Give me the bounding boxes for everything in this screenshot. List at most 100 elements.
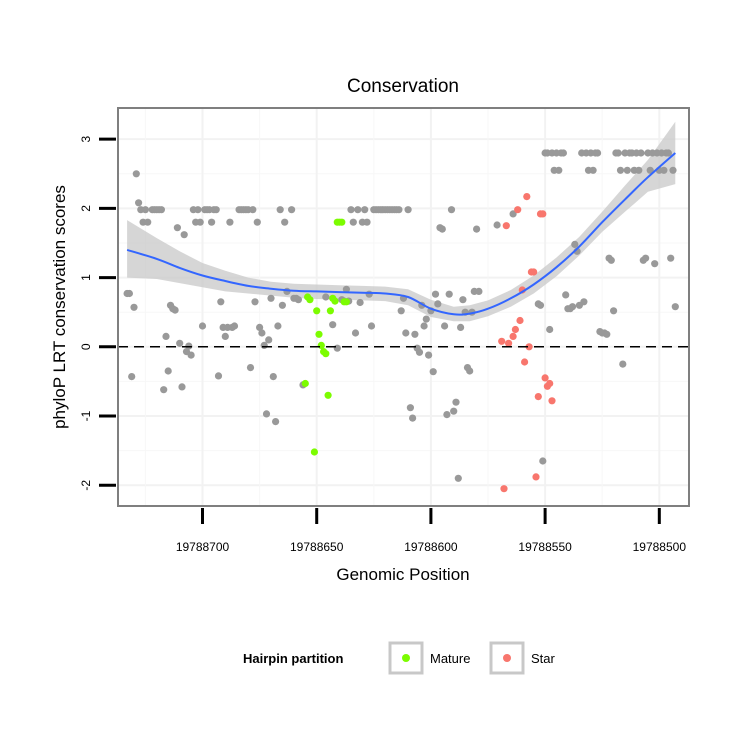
point-other	[402, 329, 410, 337]
point-other	[347, 206, 355, 214]
point-other	[411, 330, 419, 338]
point-other	[214, 372, 223, 380]
point-other	[610, 307, 618, 315]
point-star	[532, 473, 540, 481]
point-other	[466, 367, 474, 375]
point-other	[445, 290, 453, 298]
point-other	[363, 218, 371, 226]
point-star	[498, 337, 506, 345]
x-tick-label: 19788700	[176, 540, 230, 554]
point-other	[635, 166, 643, 174]
y-tick-label: 0	[79, 343, 93, 350]
point-other	[447, 206, 456, 214]
point-other	[546, 325, 554, 334]
y-tick-label: -1	[79, 410, 93, 421]
point-other	[594, 149, 602, 157]
point-other	[443, 411, 451, 419]
point-other	[187, 351, 195, 359]
point-other	[288, 206, 296, 214]
point-other	[425, 351, 433, 359]
point-other	[272, 418, 280, 426]
point-other	[619, 360, 627, 368]
axes: -2 -1 0 1 2 3 19788700 19788650 19788600 19788550…	[79, 135, 686, 554]
point-other	[256, 323, 264, 331]
point-other	[559, 149, 568, 157]
point-other	[164, 367, 172, 375]
point-other	[157, 206, 165, 214]
smooth-trend-line	[126, 152, 676, 316]
y-tick-label: 3	[79, 135, 93, 142]
point-other	[333, 344, 341, 352]
point-other	[434, 300, 442, 308]
point-other	[171, 306, 179, 314]
x-axis-title: Genomic Position	[336, 565, 469, 584]
point-other	[128, 373, 136, 381]
point-other	[162, 332, 170, 340]
x-tick-label: 19788550	[518, 540, 572, 554]
point-other	[660, 166, 668, 174]
y-tick-label: -2	[79, 480, 93, 491]
plot-background	[118, 108, 689, 506]
legend: Hairpin partition Mature Star	[243, 641, 556, 675]
point-star	[530, 268, 538, 276]
point-other	[441, 322, 449, 330]
point-other	[249, 206, 257, 214]
point-mature	[331, 297, 339, 305]
point-other	[173, 224, 181, 232]
point-other	[351, 329, 360, 337]
point-other	[667, 254, 675, 262]
point-other	[226, 218, 234, 226]
point-other	[429, 368, 437, 376]
point-other	[555, 166, 563, 174]
point-other	[258, 329, 266, 337]
point-other	[180, 231, 188, 239]
point-other	[664, 149, 673, 157]
point-other	[459, 296, 467, 304]
point-other	[571, 240, 579, 248]
point-other	[265, 336, 273, 344]
point-other	[404, 206, 412, 214]
point-other	[144, 218, 152, 226]
point-other	[365, 290, 373, 298]
point-star	[539, 210, 547, 218]
point-other	[637, 149, 645, 157]
point-other	[246, 364, 255, 372]
point-other	[616, 166, 625, 174]
chart-title: Conservation	[347, 76, 459, 97]
point-mature	[315, 330, 323, 338]
point-other	[509, 210, 517, 218]
point-other	[217, 298, 225, 306]
point-other	[562, 291, 570, 299]
point-other	[603, 330, 611, 338]
point-mature	[322, 350, 330, 358]
point-mature	[326, 307, 334, 315]
point-other	[493, 221, 501, 229]
point-other	[125, 289, 133, 298]
point-other	[589, 166, 597, 174]
point-other	[160, 386, 168, 394]
point-other	[354, 206, 362, 214]
point-other	[130, 303, 138, 311]
point-other	[349, 218, 357, 226]
point-other	[452, 398, 460, 406]
point-other	[536, 301, 545, 309]
point-other	[178, 383, 186, 391]
point-star	[548, 397, 556, 405]
point-other	[457, 323, 465, 331]
point-other	[342, 285, 350, 293]
point-star	[541, 374, 549, 382]
point-other	[395, 206, 403, 214]
legend-title: Hairpin partition	[243, 651, 343, 666]
data-points	[123, 149, 679, 493]
point-other	[132, 170, 140, 178]
point-other	[196, 218, 204, 226]
point-other	[329, 321, 337, 329]
point-other	[276, 206, 284, 214]
point-other	[431, 290, 440, 298]
point-star	[521, 358, 529, 366]
point-other	[251, 298, 259, 306]
point-other	[278, 301, 286, 309]
point-mature	[310, 448, 318, 456]
point-mature	[338, 218, 346, 226]
